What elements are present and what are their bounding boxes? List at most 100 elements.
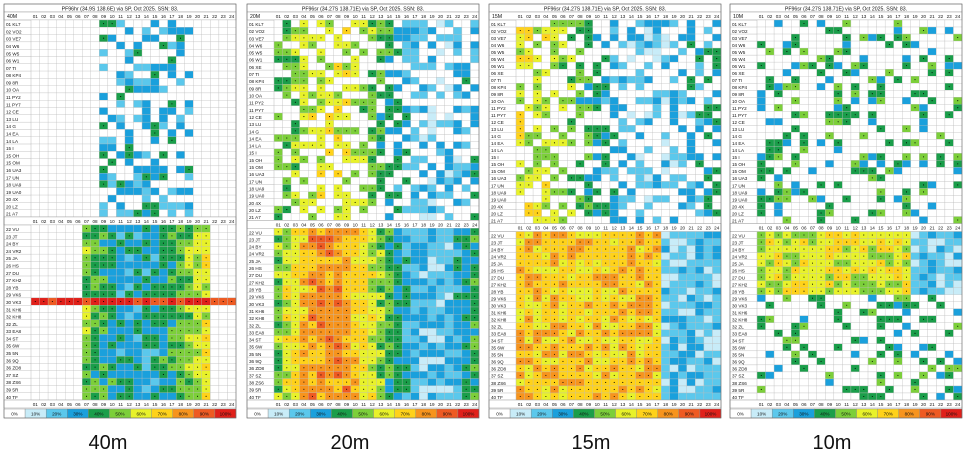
cell <box>273 34 283 42</box>
cell <box>712 40 722 49</box>
cell-dot <box>354 395 356 397</box>
cell <box>65 56 74 64</box>
cell <box>141 100 151 108</box>
cell <box>436 342 445 351</box>
region-label: 06 W1 <box>491 64 505 69</box>
cell <box>158 377 168 386</box>
cell <box>227 19 237 28</box>
cell <box>73 49 83 57</box>
cell <box>141 319 151 328</box>
hour-tick: 19 <box>429 14 435 19</box>
cell-dot <box>286 317 288 319</box>
cell <box>661 231 670 239</box>
cell <box>218 27 228 35</box>
cell <box>393 148 403 157</box>
cell <box>678 54 687 63</box>
cell-dot <box>171 315 173 317</box>
cell-dot <box>205 228 207 230</box>
hour-tick: 16 <box>404 402 410 407</box>
cell <box>635 47 645 56</box>
hour-tick: 16 <box>161 219 167 224</box>
cell <box>609 118 619 126</box>
cell-dot <box>294 352 296 355</box>
cell-dot <box>528 269 530 271</box>
cell <box>541 209 551 217</box>
cell <box>167 85 177 94</box>
cell <box>453 392 463 401</box>
cell <box>359 127 369 135</box>
cell-dot <box>294 73 296 75</box>
cell-dot <box>205 257 207 259</box>
cell-dot <box>179 359 182 361</box>
cell <box>325 48 334 56</box>
cell-dot <box>171 228 173 230</box>
cell-dot <box>197 242 199 244</box>
cell <box>116 41 126 50</box>
cell-dot <box>346 30 348 32</box>
cell <box>158 121 168 130</box>
hour-tick: 12 <box>370 14 376 19</box>
region-label: 15 OM <box>249 165 263 170</box>
cell-dot <box>388 310 390 312</box>
cell <box>201 107 211 115</box>
cell <box>453 91 463 99</box>
cell <box>601 188 611 196</box>
cell-dot <box>120 337 122 339</box>
cell <box>686 104 696 112</box>
cell <box>30 56 40 64</box>
cell-dot <box>303 130 305 132</box>
cell-dot <box>346 338 348 340</box>
cell <box>158 63 168 72</box>
cell <box>227 173 237 181</box>
cell <box>669 76 679 84</box>
cell <box>567 26 576 35</box>
cell <box>124 348 134 357</box>
cell-dot <box>371 231 373 233</box>
cell <box>410 342 420 351</box>
cell-dot <box>405 302 407 304</box>
cell-dot <box>94 286 96 288</box>
cell <box>618 19 628 28</box>
cell <box>444 249 454 258</box>
cell <box>515 167 525 175</box>
cell-dot <box>277 388 279 390</box>
cell <box>342 134 352 142</box>
cell <box>436 62 445 71</box>
cell <box>618 125 628 133</box>
cell <box>453 120 463 128</box>
cell <box>325 34 334 42</box>
cell-dot <box>346 65 348 68</box>
cell <box>575 181 585 189</box>
cell-dot <box>162 388 164 390</box>
cell <box>410 105 420 114</box>
cell <box>436 127 445 135</box>
cell <box>167 107 177 115</box>
cell-dot <box>596 72 598 74</box>
cell <box>82 209 91 218</box>
cell-dot <box>197 228 199 230</box>
cell <box>678 153 687 161</box>
cell <box>65 275 74 284</box>
region-label: 18 UA9 <box>6 183 22 188</box>
cell-dot <box>303 310 305 312</box>
cell-dot <box>311 73 313 75</box>
cell-dot <box>111 293 113 295</box>
cell-dot <box>579 269 581 271</box>
cell-dot <box>397 274 399 276</box>
cell <box>635 188 645 196</box>
cell <box>444 242 454 250</box>
hour-tick: 10 <box>110 402 116 407</box>
cell-dot <box>171 235 173 237</box>
hour-tick: 04 <box>301 222 307 227</box>
cell <box>158 268 168 277</box>
cell <box>133 41 143 50</box>
cell <box>541 118 551 126</box>
region-label: 37 SZ <box>6 373 18 378</box>
cell <box>427 184 437 192</box>
cell <box>427 242 437 250</box>
cell <box>712 216 722 224</box>
cell-dot <box>205 264 207 266</box>
cell <box>82 92 91 101</box>
cell <box>712 132 722 140</box>
cell <box>444 371 454 379</box>
